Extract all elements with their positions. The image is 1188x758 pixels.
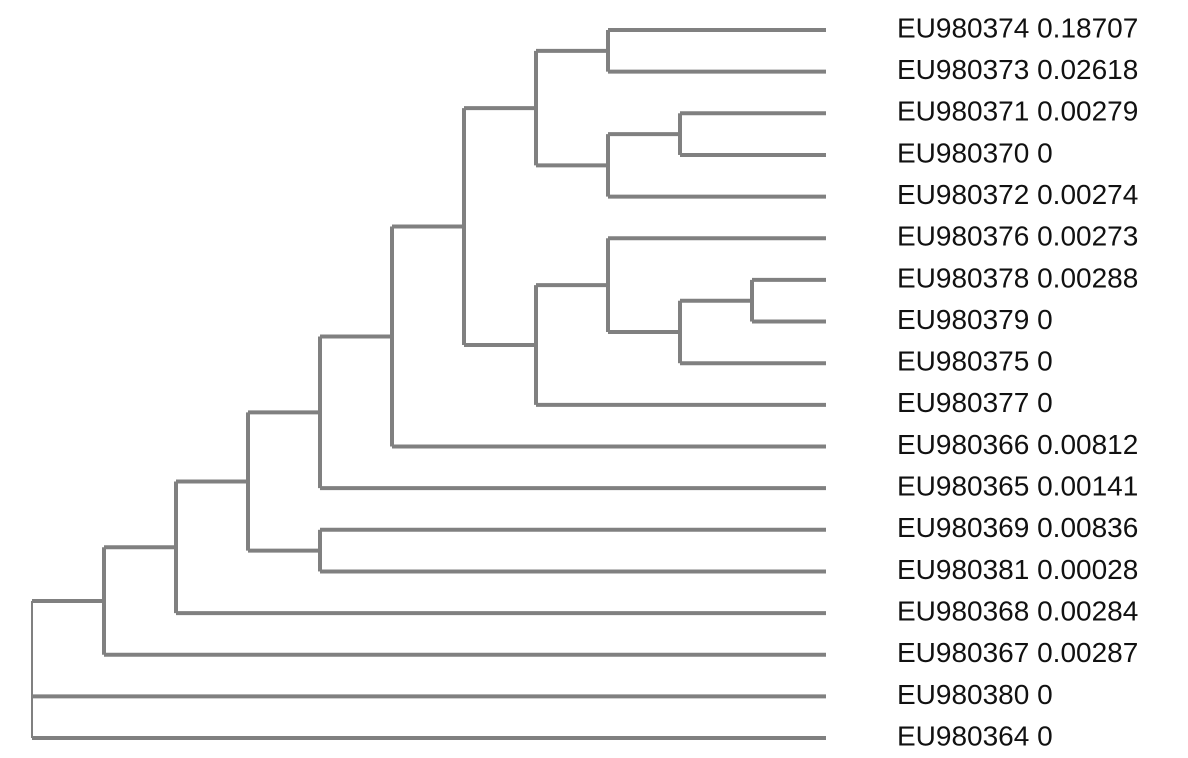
leaf-labels: EU980374 0.18707 EU980373 0.02618 EU980371… xyxy=(897,12,1138,751)
leaf-label: EU980371 0.00279 xyxy=(897,96,1138,127)
leaf-label: EU980367 0.00287 xyxy=(897,637,1138,668)
leaf-label: EU980378 0.00288 xyxy=(897,262,1138,293)
leaf-label: EU980370 0 xyxy=(897,137,1053,168)
leaf-label: EU980366 0.00812 xyxy=(897,429,1138,460)
leaf-label: EU980380 0 xyxy=(897,679,1053,710)
leaf-label: EU980368 0.00284 xyxy=(897,595,1138,626)
leaf-label: EU980369 0.00836 xyxy=(897,512,1138,543)
leaf-label: EU980372 0.00274 xyxy=(897,179,1138,210)
leaf-label: EU980375 0 xyxy=(897,346,1053,377)
leaf-label: EU980365 0.00141 xyxy=(897,471,1138,502)
leaf-label: EU980381 0.00028 xyxy=(897,554,1138,585)
leaf-label: EU980379 0 xyxy=(897,304,1053,335)
leaf-label: EU980364 0 xyxy=(897,720,1053,751)
tree-branches xyxy=(31,28,826,741)
leaf-label: EU980377 0 xyxy=(897,387,1053,418)
leaf-label: EU980376 0.00273 xyxy=(897,221,1138,252)
leaf-label: EU980374 0.18707 xyxy=(897,12,1138,43)
leaf-label: EU980373 0.02618 xyxy=(897,54,1138,85)
